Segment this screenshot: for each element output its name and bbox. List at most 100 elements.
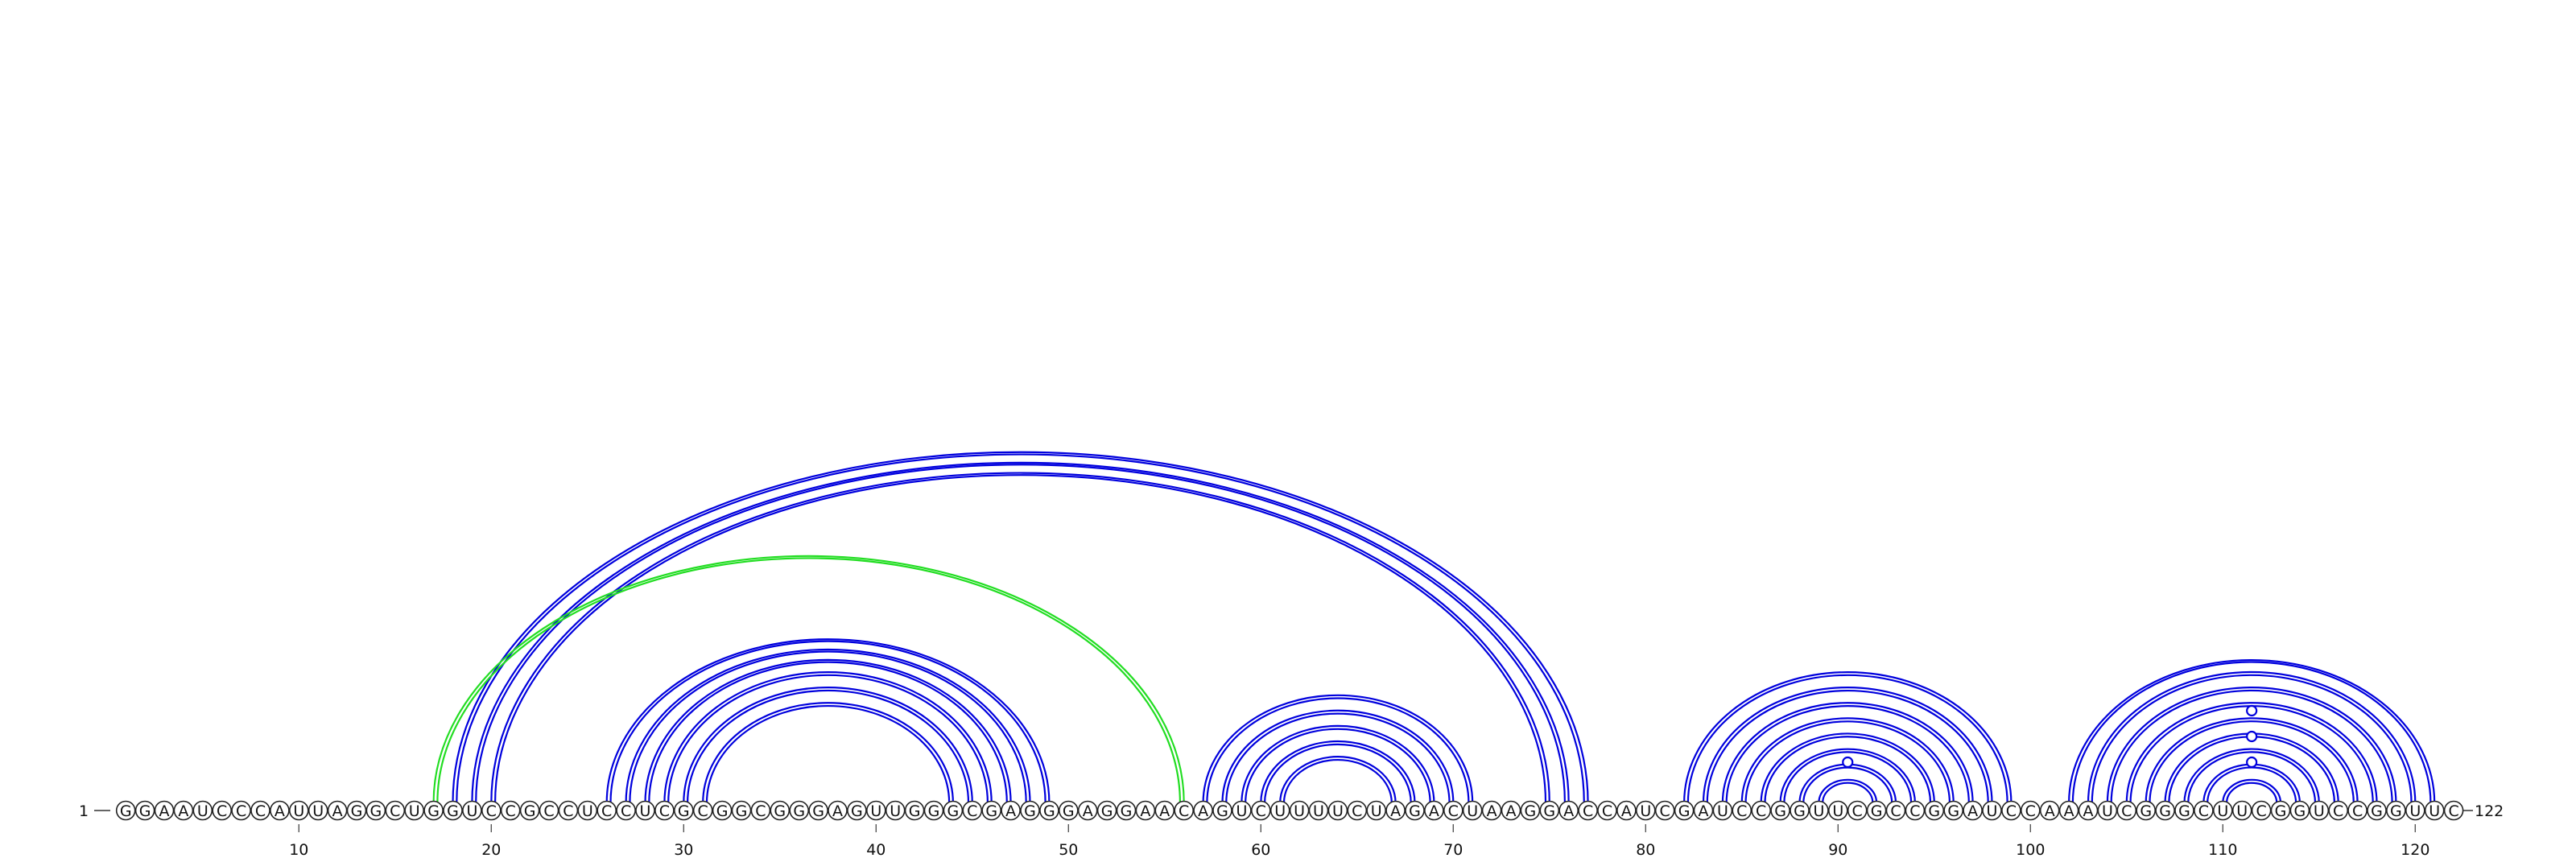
nucleotide-circle (173, 800, 194, 821)
nucleotide-circle (2194, 800, 2214, 821)
nucleotide-circle (115, 800, 136, 821)
nucleotide-circle (1174, 800, 1194, 821)
nucleotide-53: G (1116, 800, 1137, 821)
nucleotide-51: A (1077, 800, 1098, 821)
nucleotide-8: C (250, 800, 270, 821)
nucleotide-circle (1347, 800, 1368, 821)
start-label: 1 (79, 802, 89, 820)
base-pair-arc-103-120 (2091, 674, 2413, 803)
nucleotide-circle (250, 800, 270, 821)
nucleotide-letter: A (332, 802, 343, 820)
nucleotide-letter: C (1909, 802, 1920, 820)
base-pair-arc-103-120 (2087, 670, 2417, 803)
base-pair-arcs (432, 451, 2436, 803)
nucleotide-circle (1790, 800, 1810, 821)
nucleotide-43: G (923, 800, 944, 821)
nucleotide-letter: G (1063, 802, 1075, 820)
nucleotide-121: U (2424, 800, 2445, 821)
nucleotide-letter: G (524, 802, 536, 820)
nucleotide-letter: G (1947, 802, 1959, 820)
nucleotide-67: A (1385, 800, 1406, 821)
base-pair-arc-83-98 (1706, 689, 1989, 803)
nucleotide-letter: G (370, 802, 382, 820)
nucleotide-circle (519, 800, 540, 821)
nucleotide-circle (443, 800, 463, 821)
nucleotide-circle (828, 800, 848, 821)
nucleotide-circle (1828, 800, 1848, 821)
nucleotide-circle (923, 800, 944, 821)
nucleotide-circle (885, 800, 906, 821)
nucleotide-letter: A (1159, 802, 1170, 820)
nucleotide-letter: A (1563, 802, 1574, 820)
nucleotide-circle (943, 800, 964, 821)
nucleotide-11: U (308, 800, 328, 821)
nucleotide-33: G (731, 800, 752, 821)
nucleotide-9: A (270, 800, 290, 821)
nucleotide-letter: U (1467, 802, 1478, 820)
nucleotide-letter: A (178, 802, 188, 820)
base-pair-arc-29-46 (667, 674, 989, 803)
tick-label: 110 (2208, 841, 2237, 858)
nucleotide-circle (962, 800, 983, 821)
nucleotide-letter: A (1083, 802, 1093, 820)
nucleotide-116: C (2328, 800, 2348, 821)
nucleotide-circle (2231, 800, 2252, 821)
nucleotide-circle (154, 800, 175, 821)
nucleotide-circle (365, 800, 386, 821)
nucleotide-circle (1539, 800, 1560, 821)
nucleotide-55: A (1154, 800, 1175, 821)
nucleotide-letter: C (2352, 802, 2363, 820)
nucleotide-letter: G (1678, 802, 1690, 820)
base-pair-arc-87-94 (1779, 748, 1916, 803)
nucleotide-30: G (673, 800, 694, 821)
nucleotide-85: C (1732, 800, 1752, 821)
nucleotide-23: C (539, 800, 559, 821)
nucleotide-circle (1597, 800, 1617, 821)
nucleotide-circle (597, 800, 617, 821)
nucleotide-77: C (1578, 800, 1598, 821)
base-pair-arc-18-77 (456, 453, 1585, 803)
nucleotide-81: C (1654, 800, 1675, 821)
base-pair-arc-17-56 (432, 555, 1185, 803)
nucleotide-circle (808, 800, 828, 821)
nucleotide-10: U (288, 800, 309, 821)
nucleotide-circle (1501, 800, 1521, 821)
nucleotide-80: U (1636, 800, 1656, 821)
nucleotide-circle (2424, 800, 2445, 821)
nucleotide-letter: C (563, 802, 573, 820)
base-pair-arc-85-96 (1740, 717, 1955, 803)
nucleotide-circle (1712, 800, 1733, 821)
nucleotide-45: C (962, 800, 983, 821)
nucleotide-101: A (2039, 800, 2060, 821)
nucleotide-circle (1885, 800, 1906, 821)
nucleotide-88: G (1790, 800, 1810, 821)
base-pair-arc-104-119 (2110, 689, 2393, 803)
nucleotide-circle (385, 800, 406, 821)
nucleotide-letter: C (543, 802, 554, 820)
nucleotide-circle (1481, 800, 1502, 821)
base-pair-arc-104-119 (2106, 687, 2397, 803)
base-pair-arc-84-97 (1721, 702, 1974, 803)
nucleotide-circle (2347, 800, 2368, 821)
nucleotide-circle (1751, 800, 1771, 821)
base-pair-arc-86-95 (1764, 736, 1932, 803)
base-pair-arc-31-44 (705, 705, 951, 803)
nucleotide-circle (500, 800, 521, 821)
base-pair-arc-19-76 (471, 461, 1570, 803)
nucleotide-letter: C (506, 802, 516, 820)
nucleotide-letter: C (486, 802, 497, 820)
nucleotide-letter: C (967, 802, 977, 820)
nucleotide-12: A (327, 800, 348, 821)
nucleotide-105: C (2116, 800, 2137, 821)
nucleotide-letter: G (985, 802, 997, 820)
bulge-marker (2246, 756, 2258, 769)
nucleotide-letter: G (351, 802, 363, 820)
nucleotide-circle (2058, 800, 2079, 821)
nucleotide-circle (2116, 800, 2137, 821)
nucleotide-circle (1059, 800, 1079, 821)
nucleotide-letter: C (2006, 802, 2017, 820)
base-pair-arc-107-116 (2168, 736, 2336, 803)
nucleotide-letter: G (1871, 802, 1883, 820)
nucleotide-circle (789, 800, 810, 821)
tick-label: 80 (1636, 841, 1655, 858)
